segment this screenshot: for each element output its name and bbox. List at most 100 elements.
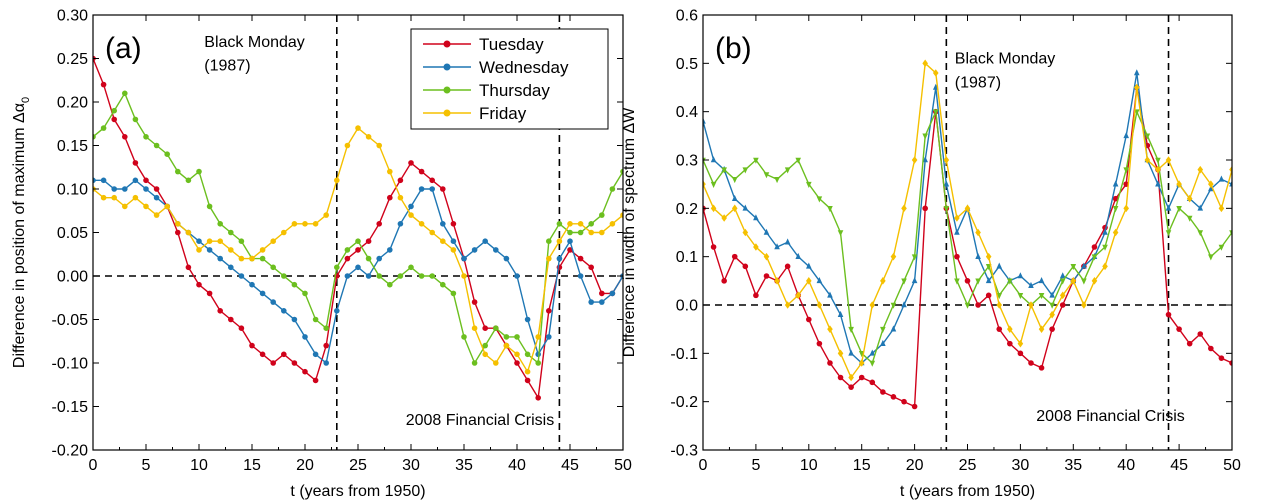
data-point-friday [270, 238, 277, 244]
data-point-wednesday [763, 228, 770, 235]
data-point-thursday [1186, 215, 1193, 222]
data-point-wednesday [111, 186, 117, 192]
data-point-friday [471, 325, 478, 332]
data-point-thursday [355, 238, 361, 244]
data-point-wednesday [291, 316, 298, 323]
data-point-thursday [312, 316, 319, 323]
data-point-friday [1070, 277, 1077, 285]
data-point-wednesday [323, 360, 330, 366]
data-point-thursday [1081, 278, 1087, 285]
data-point-tuesday [763, 273, 770, 279]
data-point-thursday [429, 273, 436, 279]
data-point-tuesday [901, 398, 907, 405]
data-point-tuesday [355, 247, 361, 253]
series-line-wednesday [703, 72, 1232, 364]
data-point-thursday [397, 273, 404, 279]
data-point-tuesday [344, 255, 351, 262]
data-point-thursday [1155, 157, 1161, 164]
data-point-wednesday [742, 204, 749, 211]
data-point-tuesday [408, 160, 414, 166]
data-point-wednesday [153, 194, 160, 201]
data-point-wednesday [259, 290, 266, 297]
data-point-friday [943, 156, 950, 164]
data-point-wednesday [710, 156, 717, 163]
data-point-tuesday [1186, 340, 1193, 347]
data-point-thursday [943, 206, 950, 213]
data-point-wednesday [848, 349, 854, 356]
x-tick-label: 45 [1170, 457, 1188, 474]
data-point-friday [535, 334, 541, 340]
data-point-thursday [577, 229, 584, 236]
data-point-friday [312, 221, 319, 227]
data-point-wednesday [806, 262, 812, 269]
data-point-wednesday [784, 238, 791, 245]
data-point-tuesday [710, 244, 717, 250]
data-point-thursday [996, 293, 1003, 300]
data-point-thursday [890, 302, 897, 309]
data-point-thursday [93, 134, 96, 140]
data-point-thursday [975, 278, 981, 285]
data-point-friday [397, 194, 404, 201]
data-point-thursday [196, 168, 202, 175]
data-point-friday [429, 229, 436, 236]
data-point-wednesday [609, 290, 616, 297]
data-point-friday [153, 212, 160, 218]
data-point-tuesday [599, 290, 605, 297]
data-point-wednesday [524, 316, 531, 323]
data-point-friday [848, 373, 854, 382]
data-point-thursday [440, 281, 446, 288]
data-point-tuesday [880, 389, 886, 395]
data-point-thursday [143, 134, 149, 140]
data-point-tuesday [890, 394, 897, 400]
data-point-wednesday [228, 264, 234, 271]
data-point-thursday [302, 290, 308, 297]
y-axis-label-subscript: 0 [20, 97, 32, 103]
data-point-wednesday [1028, 281, 1034, 288]
data-point-tuesday [450, 221, 457, 227]
data-point-tuesday [1208, 345, 1214, 352]
data-point-friday [703, 180, 706, 188]
x-tick-label: 15 [853, 457, 871, 474]
data-point-friday [185, 229, 192, 236]
data-point-tuesday [975, 302, 981, 308]
data-point-wednesday [975, 252, 981, 259]
x-tick-label: 0 [89, 457, 98, 474]
data-point-thursday [387, 281, 393, 288]
data-point-wednesday [774, 243, 780, 250]
data-point-friday [164, 203, 170, 210]
data-point-friday [599, 229, 605, 236]
y-tick-label: 0.5 [676, 56, 698, 73]
x-tick-label: 40 [1117, 457, 1135, 474]
data-point-thursday [588, 221, 594, 227]
data-point-tuesday [249, 342, 255, 349]
data-point-thursday [503, 334, 510, 340]
data-point-wednesday [196, 238, 202, 244]
data-point-wednesday [122, 186, 128, 192]
y-tick-label: 0.0 [676, 298, 698, 315]
data-point-thursday [1007, 278, 1013, 285]
data-point-friday [493, 360, 499, 366]
data-point-friday [514, 351, 520, 358]
data-point-tuesday [312, 377, 319, 384]
data-point-tuesday [323, 342, 330, 349]
data-point-wednesday [703, 117, 706, 124]
data-point-tuesday [567, 247, 573, 253]
data-point-friday [890, 252, 897, 261]
data-point-friday [753, 243, 759, 251]
y-axis-label-main: Difference in width of spectrum ΔW [621, 107, 638, 357]
data-point-thursday [535, 360, 541, 366]
data-point-friday [1081, 301, 1087, 309]
x-tick-label: 20 [906, 457, 924, 474]
data-point-thursday [238, 238, 245, 244]
data-point-friday [577, 221, 584, 227]
data-point-wednesday [93, 177, 96, 184]
data-point-friday [217, 238, 223, 244]
data-point-tuesday [753, 292, 759, 299]
data-point-tuesday [376, 221, 383, 227]
data-point-tuesday [217, 308, 223, 314]
data-point-tuesday [1165, 311, 1172, 318]
data-point-tuesday [848, 384, 854, 390]
data-point-wednesday [1017, 272, 1024, 279]
data-point-thursday [281, 273, 287, 279]
data-point-friday [1091, 277, 1098, 285]
